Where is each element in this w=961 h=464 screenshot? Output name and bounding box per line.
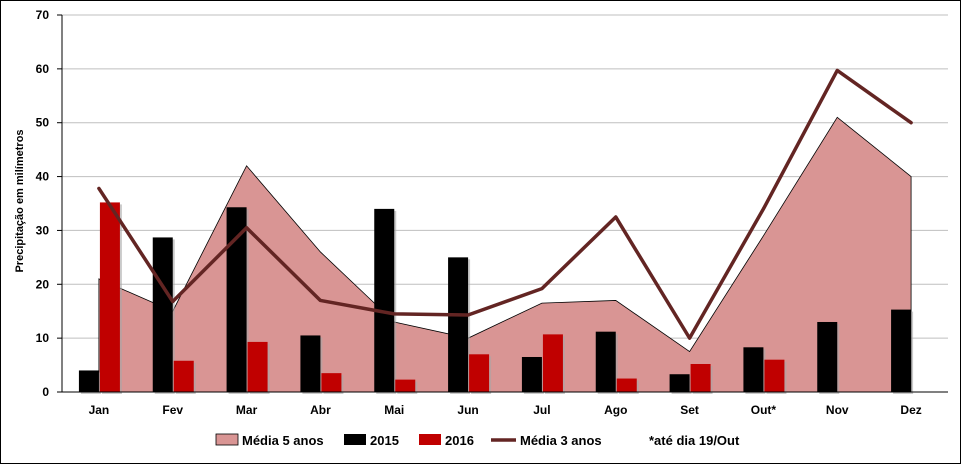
- y-tick-label: 10: [36, 331, 50, 345]
- bar-2016: [395, 379, 416, 392]
- bar-2016: [99, 202, 120, 392]
- x-tick-label: Jul: [533, 403, 550, 417]
- legend-label-2015: 2015: [370, 433, 399, 448]
- y-tick-label: 40: [36, 170, 50, 184]
- x-tick-label: Set: [680, 403, 699, 417]
- bar-2016: [616, 378, 637, 392]
- bar-2015: [152, 237, 173, 392]
- legend: Média 5 anos 2015 2016 Média 3 anos *até dia…: [215, 433, 740, 448]
- x-tick-label: Mar: [236, 403, 258, 417]
- bar-2016: [321, 373, 342, 392]
- bar-2015: [226, 207, 247, 392]
- bar-2015: [817, 321, 838, 392]
- x-tick-label: Ago: [604, 403, 627, 417]
- x-tick-label: Nov: [826, 403, 849, 417]
- y-axis-label: Precipitação em milímetros: [14, 129, 26, 272]
- x-tick-label: Dez: [900, 403, 921, 417]
- bar-2015: [743, 347, 764, 392]
- media-5-anos-area: [98, 116, 912, 393]
- x-tick-labels: Jan Fev Mar Abr Mai Jun Jul Ago Set Out* Nov Dez: [89, 403, 922, 417]
- y-tick-label: 70: [36, 8, 50, 22]
- legend-swatch-2016: [419, 434, 441, 445]
- bar-2015: [78, 370, 99, 392]
- y-tick-label: 60: [36, 62, 50, 76]
- x-tick-label: Mai: [384, 403, 404, 417]
- y-tick-label: 20: [36, 277, 50, 291]
- bar-2016: [764, 359, 785, 392]
- bar-2015: [374, 208, 395, 392]
- area-media-5-anos: [98, 116, 912, 393]
- axes: [61, 15, 948, 393]
- legend-label-media-5-anos: Média 5 anos: [242, 433, 324, 448]
- x-tick-label: Out*: [751, 403, 777, 417]
- x-tick-label: Jan: [89, 403, 110, 417]
- bars-group: [78, 202, 914, 394]
- x-tick-label: Fev: [162, 403, 183, 417]
- bar-2016: [542, 334, 563, 392]
- media-3-anos-line-group: [97, 68, 913, 340]
- bar-2016: [173, 360, 194, 392]
- y-tick-label: 30: [36, 223, 50, 237]
- bar-2015: [521, 356, 542, 392]
- legend-label-media-3-anos: Média 3 anos: [520, 433, 602, 448]
- line-media-3-anos: [97, 68, 913, 340]
- bar-2016: [247, 341, 268, 392]
- y-tick-labels: 0 10 20 30 40 50 60 70: [36, 8, 50, 399]
- x-tick-label: Jun: [457, 403, 478, 417]
- y-tick-label: 0: [42, 385, 49, 399]
- bar-2015: [891, 309, 912, 392]
- legend-swatch-2015: [344, 434, 366, 445]
- bar-2015: [300, 335, 321, 392]
- bar-2015: [595, 331, 616, 392]
- legend-label-2016: 2016: [445, 433, 474, 448]
- bar-2016: [690, 363, 711, 392]
- x-tick-label: Abr: [310, 403, 331, 417]
- bar-2015: [448, 257, 469, 392]
- y-tick-label: 50: [36, 116, 50, 130]
- legend-note: *até dia 19/Out: [649, 433, 740, 448]
- legend-swatch-media-5-anos: [215, 433, 239, 446]
- bar-2015: [669, 374, 690, 392]
- bar-2016: [469, 354, 490, 392]
